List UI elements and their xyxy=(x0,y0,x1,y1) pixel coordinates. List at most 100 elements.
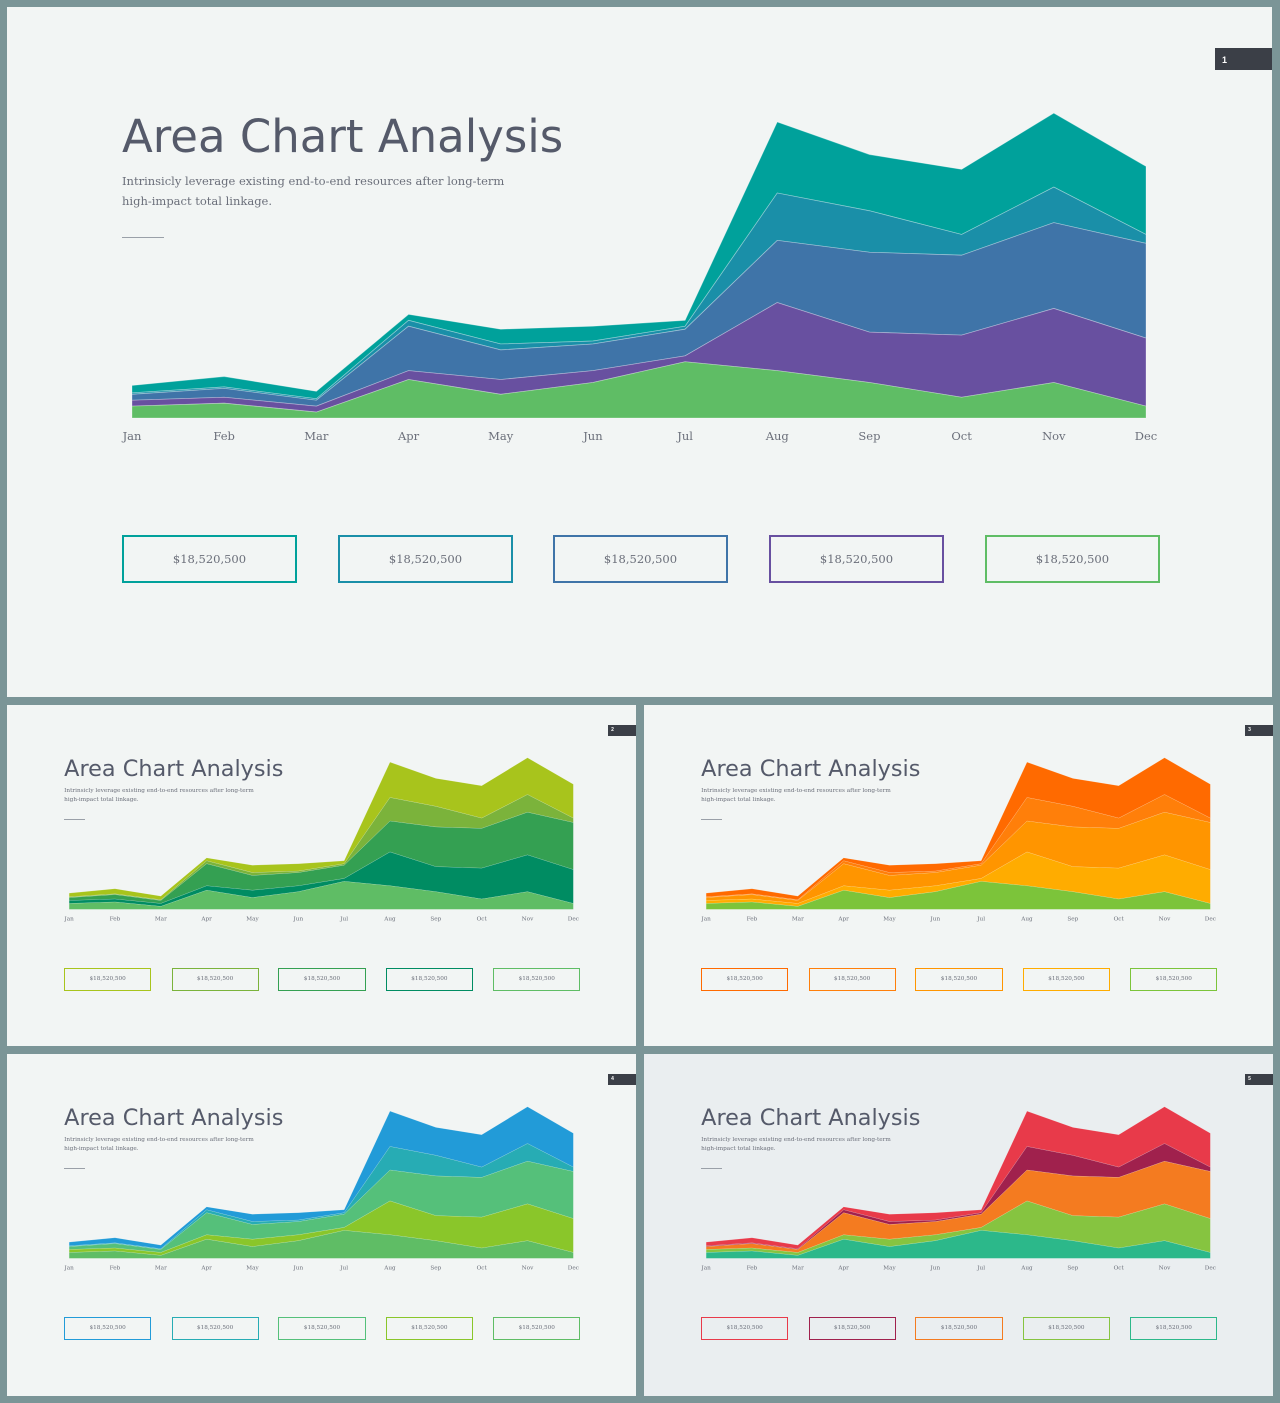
x-tick-label: Nov xyxy=(1159,916,1171,922)
value-box-1: $18,520,500 xyxy=(64,1316,152,1341)
value-box-5: $18,520,500 xyxy=(493,1316,581,1341)
x-tick-label: May xyxy=(883,916,896,922)
slide-4: 4 Area Chart Analysis Intrinsicly leverage… xyxy=(7,1054,636,1396)
x-tick-label: Feb xyxy=(110,916,121,922)
slide-number-badge: 5 xyxy=(1244,1074,1273,1086)
x-tick-label: Oct xyxy=(477,916,488,922)
x-tick-label: May xyxy=(488,429,514,443)
value-box-1: $18,520,500 xyxy=(701,1316,789,1341)
x-tick-label: Jun xyxy=(930,916,941,922)
x-tick-label: Feb xyxy=(110,1265,121,1271)
area-series-1 xyxy=(705,1230,1211,1259)
x-tick-label: Dec xyxy=(1205,1265,1216,1271)
x-tick-label: Aug xyxy=(383,916,396,922)
slide-number-badge: 2 xyxy=(607,725,636,737)
page-title: Area Chart Analysis xyxy=(701,755,921,782)
value-box-2: $18,520,500 xyxy=(808,967,896,992)
title-divider xyxy=(64,1168,86,1170)
subtitle-text: high-impact total linkage. xyxy=(701,1146,776,1153)
x-tick-label: Apr xyxy=(200,916,212,922)
slide-5: 5 Area Chart Analysis Intrinsicly leverage… xyxy=(644,1054,1273,1396)
x-tick-label: Aug xyxy=(1020,1265,1033,1271)
x-tick-label: Nov xyxy=(522,1265,534,1271)
subtitle-text: Intrinsicly leverage existing end-to-end… xyxy=(64,1136,254,1143)
x-tick-label: Jan xyxy=(63,916,74,922)
x-tick-label: Jul xyxy=(976,916,985,922)
page-title: Area Chart Analysis xyxy=(64,1104,284,1131)
area-series-1 xyxy=(68,1230,574,1259)
area-chart: Jan Feb Mar Apr May Jun Jul Aug Sep Oct Nov Dec xyxy=(122,112,1157,443)
x-tick-label: Feb xyxy=(747,916,758,922)
x-tick-label: Apr xyxy=(837,916,849,922)
x-tick-label: Jan xyxy=(700,916,711,922)
x-tick-label: Sep xyxy=(430,1265,441,1271)
subtitle-text: high-impact total linkage. xyxy=(122,194,273,208)
area-series-1 xyxy=(131,361,1147,419)
title-divider xyxy=(64,819,86,821)
x-tick-label: Mar xyxy=(155,1265,167,1271)
value-box-5: $18,520,500 xyxy=(1130,1316,1218,1341)
x-tick-label: Nov xyxy=(522,916,534,922)
x-tick-label: Dec xyxy=(1205,916,1216,922)
title-divider xyxy=(701,819,723,821)
x-tick-label: Dec xyxy=(1135,429,1157,443)
x-tick-label: Feb xyxy=(747,1265,758,1271)
subtitle-text: Intrinsicly leverage existing end-to-end… xyxy=(64,787,254,794)
x-tick-label: Nov xyxy=(1042,429,1066,443)
subtitle-text: high-impact total linkage. xyxy=(64,797,139,804)
value-box-5: $18,520,500 xyxy=(985,535,1160,583)
area-chart: Jan Feb Mar Apr May Jun Jul Aug Sep Oct Nov Dec xyxy=(63,757,579,922)
x-tick-label: Jul xyxy=(676,429,693,443)
x-tick-label: Jan xyxy=(122,429,142,443)
value-box-4: $18,520,500 xyxy=(1022,1316,1110,1341)
value-box-5: $18,520,500 xyxy=(1130,967,1218,992)
x-tick-label: Feb xyxy=(213,429,235,443)
x-tick-label: Mar xyxy=(304,429,329,443)
x-tick-label: May xyxy=(246,1265,259,1271)
slide-2: 2 Area Chart Analysis Intrinsicly leverage… xyxy=(7,705,636,1046)
page-title: Area Chart Analysis xyxy=(122,110,564,163)
subtitle-text: Intrinsicly leverage existing end-to-end… xyxy=(122,174,505,188)
x-tick-label: Jan xyxy=(700,1265,711,1271)
value-box-1: $18,520,500 xyxy=(122,535,297,583)
page-title: Area Chart Analysis xyxy=(64,755,284,782)
x-tick-label: Mar xyxy=(155,916,167,922)
x-tick-label: Jul xyxy=(976,1265,985,1271)
slide-number-badge: 3 xyxy=(1244,725,1273,737)
x-tick-label: Sep xyxy=(1067,916,1078,922)
x-tick-label: Oct xyxy=(1114,1265,1125,1271)
x-tick-label: Mar xyxy=(792,1265,804,1271)
x-tick-label: Jul xyxy=(339,916,348,922)
value-box-4: $18,520,500 xyxy=(385,967,473,992)
x-tick-label: Aug xyxy=(1020,916,1033,922)
x-tick-label: Apr xyxy=(200,1265,212,1271)
value-box-3: $18,520,500 xyxy=(278,967,366,992)
value-box-2: $18,520,500 xyxy=(171,967,259,992)
x-tick-label: Jun xyxy=(582,429,603,443)
value-box-4: $18,520,500 xyxy=(385,1316,473,1341)
x-tick-label: Oct xyxy=(477,1265,488,1271)
x-tick-label: Oct xyxy=(1114,916,1125,922)
area-series-1 xyxy=(705,881,1211,910)
x-tick-label: Aug xyxy=(765,429,790,443)
value-box-3: $18,520,500 xyxy=(278,1316,366,1341)
area-chart: Jan Feb Mar Apr May Jun Jul Aug Sep Oct Nov Dec xyxy=(700,1106,1216,1271)
x-tick-label: Apr xyxy=(397,429,420,443)
value-box-2: $18,520,500 xyxy=(171,1316,259,1341)
value-box-4: $18,520,500 xyxy=(1022,967,1110,992)
x-tick-label: May xyxy=(883,1265,896,1271)
area-chart: Jan Feb Mar Apr May Jun Jul Aug Sep Oct Nov Dec xyxy=(63,1106,579,1271)
slide-number-badge: 1 xyxy=(1215,48,1272,70)
value-box-5: $18,520,500 xyxy=(493,967,581,992)
x-tick-label: Dec xyxy=(568,916,579,922)
subtitle-text: Intrinsicly leverage existing end-to-end… xyxy=(701,787,891,794)
x-tick-label: Jun xyxy=(930,1265,941,1271)
x-tick-label: Sep xyxy=(430,916,441,922)
value-box-1: $18,520,500 xyxy=(64,967,152,992)
x-tick-label: Dec xyxy=(568,1265,579,1271)
area-series-1 xyxy=(68,881,574,910)
value-box-3: $18,520,500 xyxy=(915,1316,1003,1341)
x-tick-label: Apr xyxy=(837,1265,849,1271)
subtitle-text: high-impact total linkage. xyxy=(701,797,776,804)
subtitle-text: Intrinsicly leverage existing end-to-end… xyxy=(701,1136,891,1143)
